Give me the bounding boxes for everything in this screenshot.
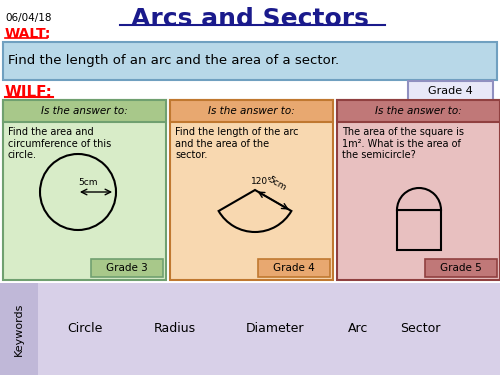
Text: Find the length of the arc
and the area of the
sector.: Find the length of the arc and the area … xyxy=(175,127,298,160)
Bar xyxy=(3,42,497,80)
Text: Diameter: Diameter xyxy=(246,322,304,336)
Bar xyxy=(170,100,333,280)
Bar xyxy=(425,259,497,277)
Text: Circle: Circle xyxy=(68,322,102,336)
Text: 06/04/18: 06/04/18 xyxy=(5,13,52,23)
Bar xyxy=(408,81,493,103)
Text: Radius: Radius xyxy=(154,322,196,336)
Bar xyxy=(91,259,163,277)
Bar xyxy=(337,100,500,122)
Text: 5cm: 5cm xyxy=(266,175,288,192)
Wedge shape xyxy=(397,188,441,210)
Text: Grade 3: Grade 3 xyxy=(106,263,148,273)
Text: Arcs and Sectors: Arcs and Sectors xyxy=(131,7,369,31)
Bar xyxy=(0,283,500,375)
Wedge shape xyxy=(218,190,292,232)
Bar xyxy=(397,210,441,250)
Text: 5cm: 5cm xyxy=(78,178,98,187)
Text: Find the length of an arc and the area of a sector.: Find the length of an arc and the area o… xyxy=(8,54,339,67)
Text: Grade 5: Grade 5 xyxy=(440,263,482,273)
Bar xyxy=(170,100,333,122)
Text: WILF:: WILF: xyxy=(5,85,53,100)
Text: Find the area and
circumference of this
circle.: Find the area and circumference of this … xyxy=(8,127,111,160)
Text: The area of the square is
1m². What is the area of
the semicircle?: The area of the square is 1m². What is t… xyxy=(342,127,464,160)
Text: Is the answer to:: Is the answer to: xyxy=(41,106,128,116)
Text: Keywords: Keywords xyxy=(14,302,24,355)
Text: Is the answer to:: Is the answer to: xyxy=(208,106,295,116)
Text: Sector: Sector xyxy=(400,322,440,336)
Bar xyxy=(0,283,38,375)
Text: WALT:: WALT: xyxy=(5,27,52,41)
Bar xyxy=(337,100,500,280)
Circle shape xyxy=(40,154,116,230)
Text: 120°: 120° xyxy=(251,177,272,186)
Bar xyxy=(258,259,330,277)
Text: Is the answer to:: Is the answer to: xyxy=(375,106,462,116)
Bar xyxy=(3,100,166,122)
Text: Grade 4: Grade 4 xyxy=(428,86,472,96)
Text: Arc: Arc xyxy=(348,322,368,336)
Text: Grade 4: Grade 4 xyxy=(273,263,315,273)
Bar xyxy=(3,100,166,280)
